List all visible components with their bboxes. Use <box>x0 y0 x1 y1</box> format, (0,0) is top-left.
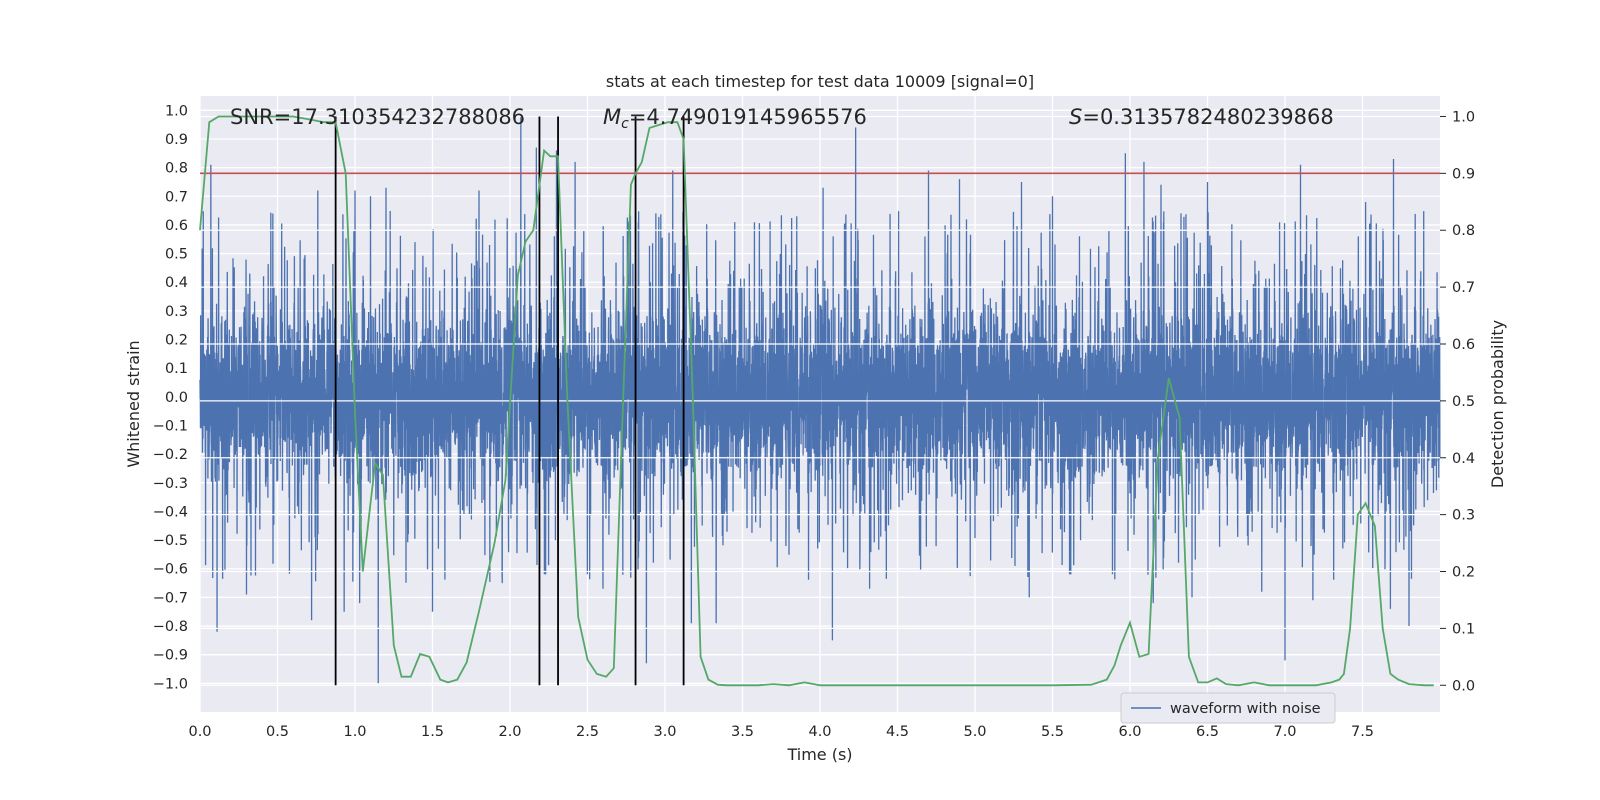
y-right-tick-label: 0.6 <box>1452 337 1475 353</box>
waveform-series <box>199 116 1441 684</box>
y-left-tick-label: 0.8 <box>165 161 188 177</box>
y-right-tick-labels: 1.0 0.9 0.8 0.7 0.6 0.5 0.4 0.3 0.2 0.1 0.0 <box>1440 109 1475 694</box>
y-left-tick-label: 0.7 <box>165 189 188 205</box>
chirp-mass-symbol: M <box>603 105 621 129</box>
y-right-axis-label: Detection probability <box>1488 320 1507 488</box>
y-right-tick-label: 0.8 <box>1452 223 1475 239</box>
y-left-tick-label: 0.3 <box>165 304 188 320</box>
y-left-tick-label: −0.6 <box>153 562 188 578</box>
y-right-tick-label: 1.0 <box>1452 109 1475 125</box>
x-tick-label: 7.0 <box>1273 724 1296 740</box>
x-axis-label: Time (s) <box>786 745 852 764</box>
s-value: =0.3135782480239868 <box>1082 105 1333 129</box>
y-left-tick-label: 1.0 <box>165 103 188 119</box>
y-left-tick-label: −1.0 <box>153 676 188 692</box>
y-right-tick-label: 0.4 <box>1452 451 1475 467</box>
y-right-tick-label: 0.9 <box>1452 166 1475 182</box>
y-left-tick-label: 0.0 <box>165 390 188 406</box>
chirp-mass-subscript: c <box>621 116 629 132</box>
probability-series-line <box>199 115 1434 687</box>
y-left-tick-label: −0.5 <box>153 533 188 549</box>
y-left-tick-label: −0.2 <box>153 447 188 463</box>
waveform-line <box>199 116 1441 684</box>
x-tick-label: 2.0 <box>498 724 521 740</box>
y-left-tick-label: 0.5 <box>165 247 188 263</box>
chirp-mass-annotation: Mc=4.749019145965576 <box>603 105 867 132</box>
y-left-axis-label: Whitened strain <box>124 340 143 467</box>
y-left-tick-label: 0.9 <box>165 132 188 148</box>
legend: waveform with noise <box>1120 692 1336 724</box>
y-right-tick-label: 0.0 <box>1452 678 1475 694</box>
x-tick-label: 6.5 <box>1196 724 1219 740</box>
x-tick-label: 1.5 <box>421 724 444 740</box>
snr-annotation: SNR=17.310354232788086 <box>230 105 525 129</box>
y-right-tick-label: 0.3 <box>1452 508 1475 524</box>
x-tick-label: 5.5 <box>1041 724 1064 740</box>
legend-box <box>1120 692 1336 724</box>
y-left-tick-label: −0.7 <box>153 590 188 606</box>
y-left-tick-label: −0.8 <box>153 619 188 635</box>
y-left-tick-label: 0.4 <box>165 275 188 291</box>
y-left-tick-label: −0.4 <box>153 504 188 520</box>
y-left-tick-label: −0.3 <box>153 476 188 492</box>
x-tick-label: 7.5 <box>1351 724 1374 740</box>
x-tick-labels: 0.0 0.5 1.0 1.5 2.0 2.5 3.0 3.5 4.0 4.5 5.0 5.5 6.0 6… <box>188 724 1374 740</box>
y-right-tick-label: 0.5 <box>1452 394 1475 410</box>
x-tick-label: 0.0 <box>188 724 211 740</box>
x-tick-label: 3.5 <box>731 724 754 740</box>
y-right-tick-label: 0.7 <box>1452 280 1475 296</box>
vertical-markers <box>334 116 685 686</box>
x-tick-label: 0.5 <box>266 724 289 740</box>
x-tick-label: 3.0 <box>653 724 676 740</box>
x-tick-label: 6.0 <box>1118 724 1141 740</box>
x-tick-label: 1.0 <box>343 724 366 740</box>
x-tick-label: 4.0 <box>808 724 831 740</box>
x-tick-label: 2.5 <box>576 724 599 740</box>
y-left-tick-label: 0.2 <box>165 333 188 349</box>
x-tick-label: 5.0 <box>963 724 986 740</box>
y-left-tick-labels: 1.0 0.9 0.8 0.7 0.6 0.5 0.4 0.3 0.2 0.1 0.0 −0.1 −0.… <box>153 103 188 692</box>
s-annotation: S=0.3135782480239868 <box>1069 105 1334 129</box>
y-left-tick-label: 0.1 <box>165 361 188 377</box>
chart-title: stats at each timestep for test data 100… <box>606 72 1034 91</box>
s-symbol: S <box>1069 105 1082 129</box>
y-left-tick-label: −0.9 <box>153 648 188 664</box>
y-right-tick-label: 0.2 <box>1452 565 1475 581</box>
y-right-tick-label: 0.1 <box>1452 621 1475 637</box>
x-tick-label: 4.5 <box>886 724 909 740</box>
y-left-tick-label: 0.6 <box>165 218 188 234</box>
y-left-tick-label: −0.1 <box>153 418 188 434</box>
chirp-mass-value: =4.749019145965576 <box>629 105 867 129</box>
legend-label: waveform with noise <box>1170 701 1321 717</box>
